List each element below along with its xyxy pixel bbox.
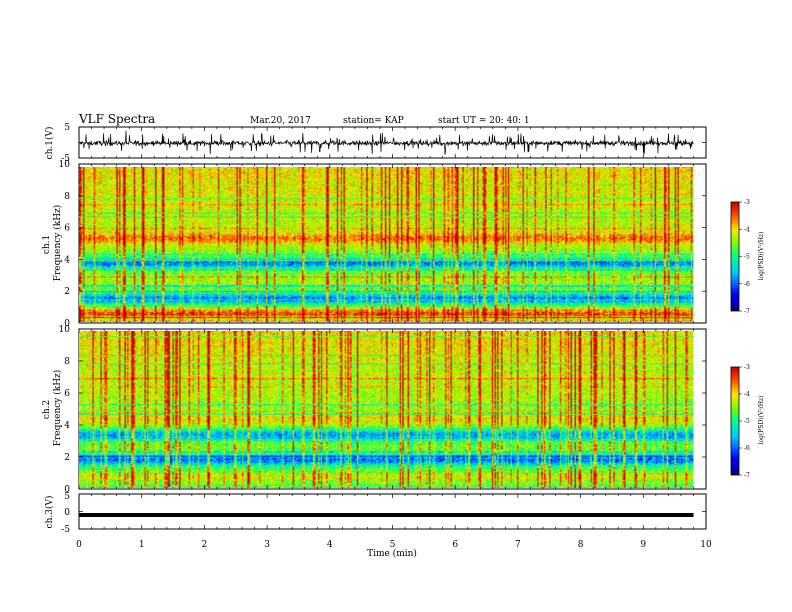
ch3-waveform-ytick-bottom: -5: [61, 525, 70, 535]
time-axis-tick-label: 4: [327, 540, 333, 550]
ch2-spectrogram-ytick-label: 2: [64, 453, 70, 463]
time-axis-tick-label: 7: [515, 540, 521, 550]
time-axis-tick-label: 9: [640, 540, 646, 550]
ch1-colorbar-tick-label: -7: [744, 308, 750, 315]
ch3-waveform-frame: [78, 493, 707, 530]
ch2-spectrogram-ytick-label: 10: [59, 325, 71, 335]
ch1-spectrogram-ytick-label: 0: [64, 319, 70, 329]
ch3-waveform-ytick-top: 5: [64, 492, 70, 502]
ch1-colorbar-ticks: -3 -4 -5 -6 -7: [739, 199, 750, 315]
figure-title: VLF Spectra: [78, 112, 155, 126]
ch1-spectrogram-ticks: [78, 163, 707, 324]
ch1-spectrogram-ytick-label: 4: [64, 255, 70, 265]
ch2-colorbar-tick-label: -6: [744, 445, 750, 452]
ch2-colorbar-ticks: -3 -4 -5 -6 -7: [739, 364, 750, 479]
ch2-spectrogram-ytick-label: 4: [64, 421, 70, 431]
ch3-waveform-ylabel: ch.3(V): [44, 496, 55, 529]
ch1-spectrogram-ytick-label: 8: [64, 192, 70, 202]
ch1-spectrogram-ylabel: ch.1 Frequency (kHz): [42, 205, 63, 282]
ch1-colorbar-label: log(PSD)(V²/Hz): [758, 232, 765, 281]
time-axis-label: Time (min): [367, 548, 417, 559]
ch1-waveform-ytick-top: 5: [64, 123, 70, 133]
ch2-spectrogram-image: [79, 331, 694, 488]
ch1-spectrogram-ytick-label: 10: [59, 160, 71, 170]
ch2-colorbar-label: log(PSD)(V²/Hz): [758, 396, 765, 445]
ch2-colorbar-tick-label: -4: [744, 391, 750, 398]
time-axis-tick-label: 0: [76, 540, 82, 550]
time-axis-tick-labels: 0 1 2 3 4 5 6 7 8 9 10: [76, 540, 712, 550]
ch1-waveform-trace: [78, 130, 694, 155]
ch2-spectrogram-ytick-label: 0: [64, 485, 70, 495]
ch3-waveform-panel: 5 0 -5 ch.3(V) 0 1 2 3 4 5 6 7 8 9 10 Time (min): [44, 492, 712, 559]
ch1-colorbar-tick-label: -3: [744, 199, 750, 206]
time-axis-tick-label: 1: [139, 540, 145, 550]
ch2-spectrogram-ticks: [78, 328, 707, 490]
ch1-colorbar-image: [731, 202, 739, 311]
ch2-spectrogram-ytick-label: 6: [64, 389, 70, 399]
ch1-colorbar-tick-label: -4: [744, 226, 750, 233]
time-axis-tick-label: 10: [700, 540, 712, 550]
time-axis-tick-label: 2: [202, 540, 208, 550]
ch2-spectrogram-ylabel: ch.2 Frequency (kHz): [42, 370, 63, 447]
ch2-colorbar-tick-label: -3: [744, 364, 750, 371]
station-label: station= KAP: [343, 116, 404, 126]
ch1-colorbar-tick-label: -6: [744, 281, 750, 288]
time-axis-tick-label: 5: [390, 540, 396, 550]
ch3-waveform-ytick-mid: 0: [64, 508, 70, 518]
ch2-colorbar-tick-label: -5: [744, 418, 750, 425]
time-axis-tick-label: 8: [578, 540, 584, 550]
time-axis-tick-label: 6: [452, 540, 458, 550]
ch1-spectrogram-ytick-label: 6: [64, 224, 70, 234]
start-time-label: start UT = 20: 40: 1: [438, 116, 530, 126]
ch1-colorbar-tick-label: -5: [744, 254, 750, 261]
ch1-waveform-ylabel: ch.1(V): [44, 127, 55, 160]
ch1-waveform-panel: 5 -5 ch.1(V): [44, 123, 707, 164]
ch2-spectrogram-ytick-label: 8: [64, 357, 70, 367]
ch2-spectrogram-ytick-labels: 0 2 4 6 8 10: [59, 325, 71, 495]
ch3-waveform-ticks: [78, 493, 707, 530]
ch1-spectrogram-ytick-labels: 0 2 4 6 8 10: [59, 160, 71, 329]
ch1-spectrogram-image: [79, 167, 694, 322]
ch2-colorbar-image: [731, 367, 739, 475]
time-axis-tick-label: 3: [264, 540, 270, 550]
ch1-waveform-ytick-bottom: -5: [61, 154, 70, 164]
date-label: Mar.20, 2017: [250, 116, 311, 126]
ch1-waveform-ticks: [78, 126, 707, 159]
ch2-colorbar-tick-label: -7: [744, 472, 750, 479]
ch1-spectrogram-ytick-label: 2: [64, 287, 70, 297]
